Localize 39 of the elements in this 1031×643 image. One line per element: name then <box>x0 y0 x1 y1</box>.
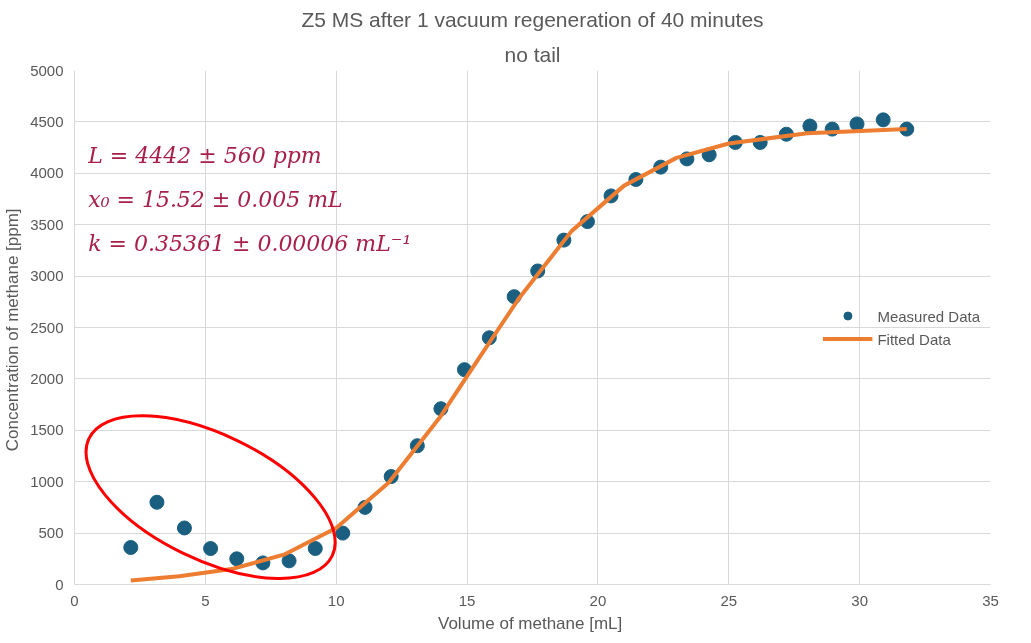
x-tick-label: 30 <box>851 591 868 609</box>
legend-label: Fitted Data <box>877 330 951 347</box>
y-tick-label: 3000 <box>30 267 64 285</box>
point <box>149 494 165 510</box>
point <box>229 551 245 567</box>
x-tick-label: 25 <box>720 591 738 609</box>
y-tick-label: 2500 <box>30 318 64 336</box>
y-tick-label: 500 <box>38 524 64 542</box>
point <box>307 541 323 557</box>
y-tick-label: 1500 <box>30 421 64 439</box>
y-tick-label: 4000 <box>30 164 64 182</box>
x-tick-label: 20 <box>589 591 607 609</box>
annotation: k = 0.35361 ± 0.00006 mL⁻¹ <box>88 230 412 256</box>
point <box>281 553 297 569</box>
legend-label: Measured Data <box>877 307 980 324</box>
point <box>123 540 139 555</box>
x-tick-label: 10 <box>327 591 345 609</box>
y-tick-label: 0 <box>55 575 64 593</box>
point <box>849 116 865 132</box>
x-tick-label: 0 <box>70 591 79 609</box>
y-axis-title: Concentration of methane [ppm] <box>3 208 23 452</box>
x-tick-label: 5 <box>201 591 210 609</box>
point <box>875 112 891 128</box>
chart-subtitle: no tail <box>504 42 561 66</box>
point <box>176 520 192 536</box>
x-tick-label: 15 <box>458 591 476 609</box>
point <box>203 541 219 557</box>
annotation: L = 4442 ± 560 ppm <box>87 143 322 169</box>
y-tick-label: 5000 <box>30 61 64 79</box>
y-tick-label: 2000 <box>30 369 64 387</box>
y-tick-label: 1000 <box>30 472 64 490</box>
chart-title: Z5 MS after 1 vacuum regeneration of 40 minutes <box>301 7 764 31</box>
point <box>802 118 818 134</box>
x-tick-label: 35 <box>982 591 999 609</box>
point <box>335 525 351 541</box>
x-axis-title: Volume of methane [mL] <box>438 613 623 633</box>
y-tick-label: 4500 <box>30 112 64 130</box>
annotation: x₀ = 15.52 ± 0.005 mL <box>88 186 343 212</box>
y-tick-label: 3500 <box>30 215 64 233</box>
